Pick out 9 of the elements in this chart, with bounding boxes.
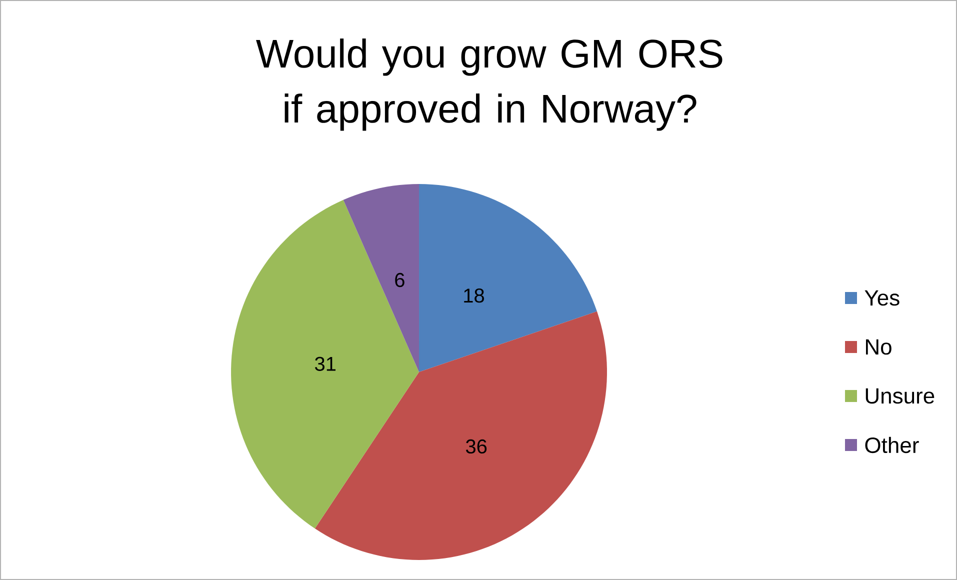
legend-label: No <box>866 339 892 355</box>
data-label: 6 <box>395 272 404 288</box>
data-label: 31 <box>315 356 336 371</box>
chart-title: Would you grow GM ORS if approved in Norway? <box>256 38 722 131</box>
legend-label: Unsure <box>866 388 934 404</box>
data-label: 18 <box>464 288 484 303</box>
data-label: 36 <box>466 439 487 454</box>
legend-label: Other <box>865 436 919 454</box>
legend-label: Yes <box>864 290 900 306</box>
